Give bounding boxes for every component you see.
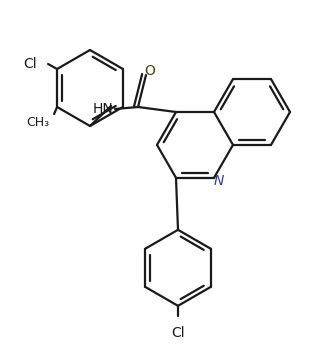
- Text: N: N: [214, 174, 224, 188]
- Text: O: O: [145, 64, 155, 78]
- Text: HN: HN: [93, 102, 113, 116]
- Text: CH₃: CH₃: [26, 115, 49, 129]
- Text: Cl: Cl: [171, 326, 185, 340]
- Text: Cl: Cl: [24, 57, 37, 71]
